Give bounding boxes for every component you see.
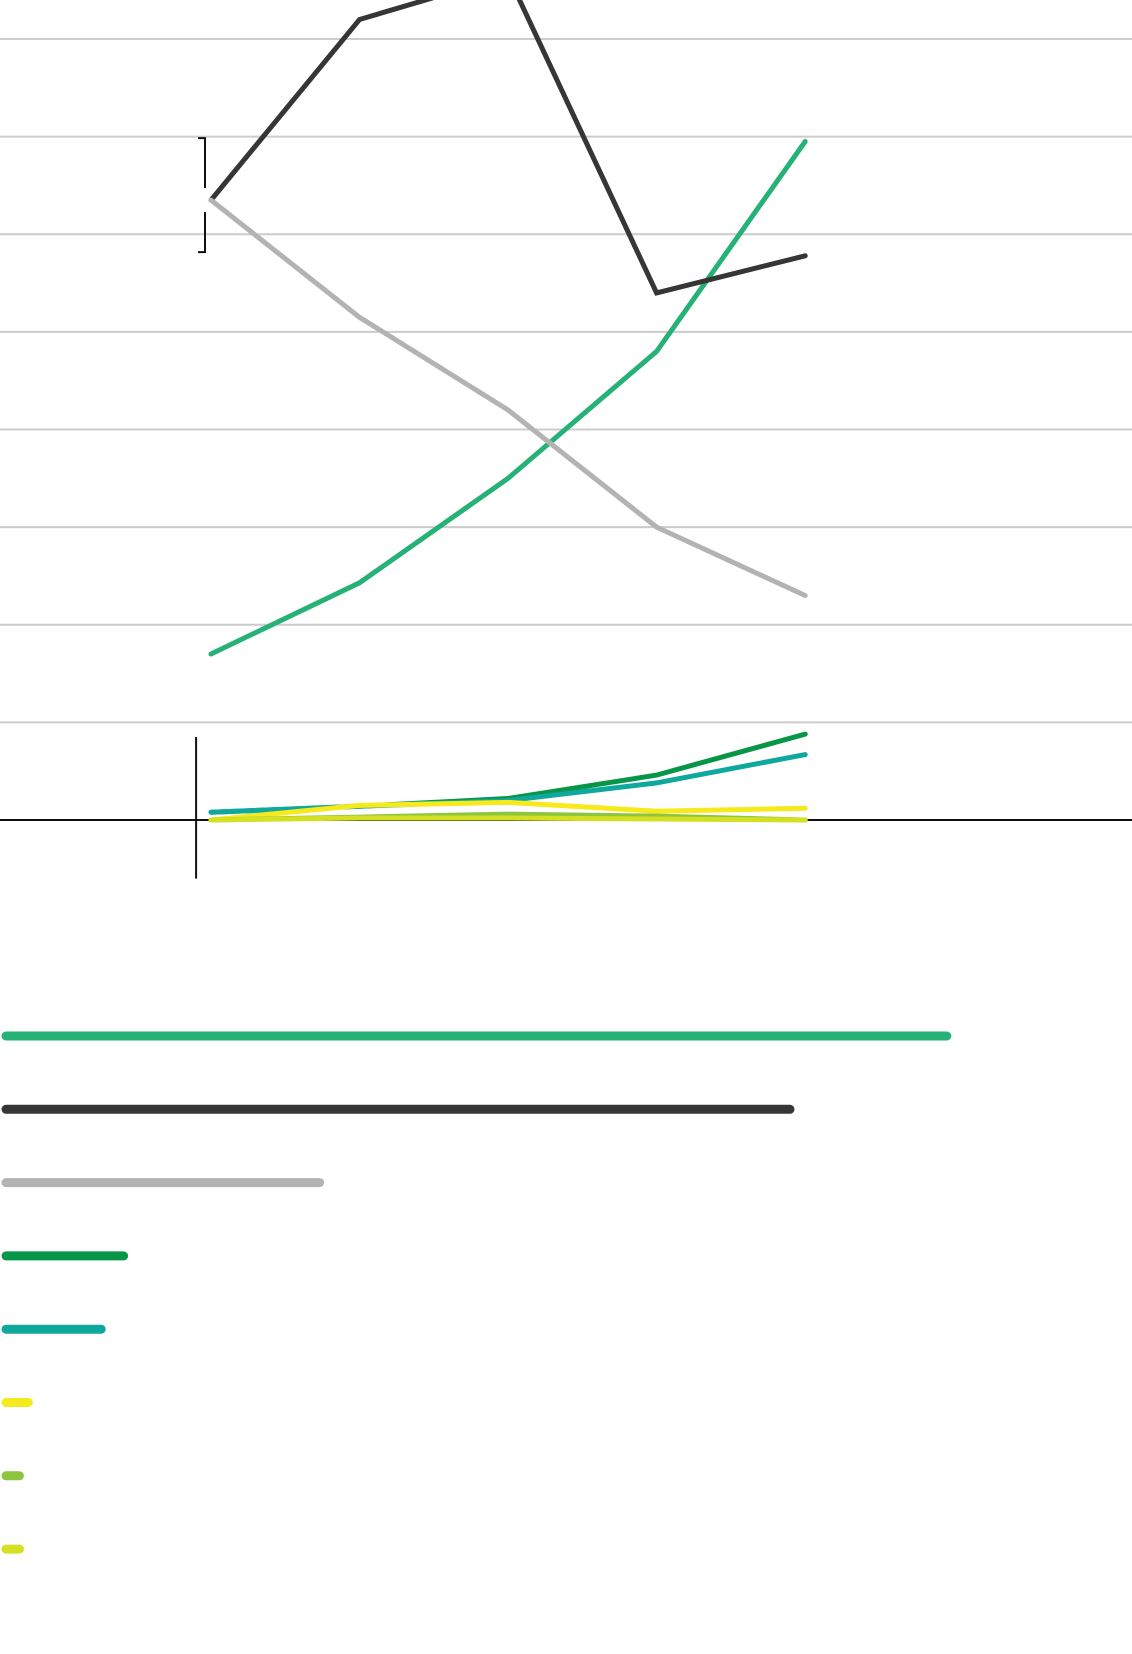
series-line-2 <box>208 0 808 296</box>
series-line-8 <box>208 815 808 823</box>
line-chart-axes <box>0 137 1132 879</box>
line-chart-series <box>208 0 808 823</box>
bracket-bottom <box>198 212 207 254</box>
bar-chart-bars <box>1 1031 952 1554</box>
line-chart-gridlines <box>0 38 1132 724</box>
series-line-6 <box>208 799 808 823</box>
bracket-top <box>198 137 207 189</box>
series-line-1 <box>208 139 808 657</box>
series-line-3 <box>208 197 808 598</box>
